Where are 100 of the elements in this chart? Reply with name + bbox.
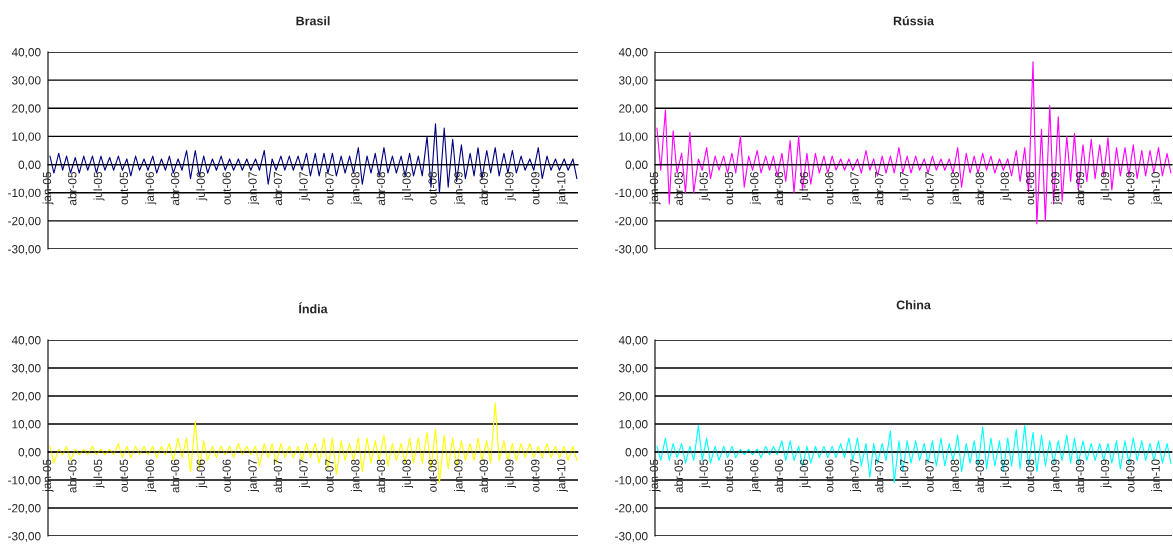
y-tick-label: 30,00 [618, 364, 648, 374]
x-tick-label: abr-06 [774, 459, 784, 493]
x-tick-label: abr-08 [376, 172, 386, 206]
y-tick-label: -20,00 [8, 216, 41, 227]
x-tick-label: abr-09 [479, 172, 488, 206]
x-tick-label: abr-07 [874, 459, 884, 493]
x-tick-label: abr-05 [67, 172, 77, 206]
y-tick-label: 10,00 [619, 132, 648, 143]
x-tick-label: jan-05 [649, 459, 661, 493]
x-tick-label: jan-10 [556, 171, 568, 205]
y-tick-label: -30,00 [8, 532, 41, 542]
y-tick-label: 20,00 [12, 392, 41, 402]
x-tick-label: abr-05 [67, 459, 77, 493]
x-tick-label: abr-06 [170, 459, 180, 493]
y-tick-label: 10,00 [12, 132, 41, 143]
chart-title: China [896, 300, 931, 310]
x-tick-label: jul-09 [1100, 172, 1112, 201]
y-tick-label: 10,00 [12, 420, 41, 430]
y-tick-label: 20,00 [619, 392, 648, 402]
y-tick-label: 30,00 [11, 76, 41, 86]
chart-title: Índia [299, 302, 328, 314]
x-tick-label: abr-06 [774, 172, 784, 206]
y-tick-label: -20,00 [615, 216, 648, 227]
x-tick-label: jul-06 [799, 172, 811, 201]
x-tick-label: jan-09 [1050, 172, 1062, 205]
x-tick-label: out-08 [428, 172, 437, 205]
y-tick-label: -10,00 [8, 476, 41, 486]
x-tick-label: jul-07 [299, 172, 311, 201]
x-tick-label: jan-06 [145, 172, 157, 205]
x-tick-label: jan-06 [749, 459, 761, 493]
x-tick-label: abr-05 [674, 172, 683, 206]
x-tick-label: jan-10 [1151, 171, 1163, 205]
x-tick-label: abr-09 [1075, 172, 1085, 206]
x-tick-label: out-08 [428, 459, 437, 492]
x-tick-label: jan-09 [1050, 459, 1062, 493]
x-tick-label: abr-07 [273, 459, 283, 493]
y-tick-label: 10,00 [619, 420, 648, 430]
x-tick-label: jul-05 [699, 172, 711, 201]
chart-title: Rússia [893, 16, 935, 26]
x-tick-label: out-09 [1126, 459, 1135, 492]
y-tick-label: 0,00 [625, 160, 648, 171]
x-tick-label: abr-07 [273, 172, 283, 206]
x-tick-label: out-07 [325, 172, 334, 205]
x-tick-label: jan-07 [248, 172, 260, 205]
x-tick-label: jan-05 [649, 172, 661, 205]
x-tick-label: jan-06 [145, 459, 157, 493]
x-tick-label: out-05 [119, 172, 129, 205]
x-tick-label: abr-08 [376, 459, 386, 493]
x-tick-label: jul-08 [402, 172, 414, 201]
x-tick-label: jan-10 [556, 459, 568, 493]
x-tick-label: jan-07 [248, 459, 260, 493]
x-tick-label: jul-09 [504, 172, 516, 201]
x-tick-label: jan-08 [350, 172, 362, 205]
x-tick-label: out-08 [1025, 172, 1035, 205]
x-tick-label: out-07 [925, 172, 934, 205]
x-tick-label: jul-06 [196, 172, 208, 201]
y-tick-label: 30,00 [618, 76, 648, 86]
x-tick-label: jan-08 [950, 459, 962, 493]
x-tick-label: out-09 [531, 172, 540, 205]
x-tick-label: out-09 [531, 459, 540, 492]
y-tick-label: -10,00 [615, 188, 648, 199]
y-tick-label: -30,00 [8, 245, 41, 255]
x-tick-label: abr-08 [975, 459, 984, 493]
y-tick-label: -10,00 [8, 188, 41, 199]
x-tick-label: jul-05 [93, 172, 105, 201]
y-tick-label: 40,00 [618, 336, 648, 346]
x-tick-label: jul-07 [899, 172, 911, 201]
x-tick-label: out-07 [925, 459, 934, 492]
x-tick-label: out-05 [724, 459, 734, 492]
x-tick-label: out-09 [1126, 172, 1135, 205]
y-tick-label: 30,00 [11, 364, 41, 374]
x-tick-label: out-06 [825, 172, 834, 205]
y-tick-label: 0,00 [18, 160, 41, 171]
x-tick-label: jan-05 [42, 172, 54, 205]
y-tick-label: -10,00 [615, 476, 648, 486]
x-tick-label: out-06 [222, 459, 231, 492]
x-tick-label: abr-07 [874, 172, 884, 206]
x-tick-label: abr-06 [170, 172, 180, 206]
y-tick-label: -20,00 [615, 504, 648, 514]
y-tick-label: -20,00 [8, 504, 41, 514]
x-tick-label: jan-08 [350, 459, 362, 493]
y-tick-label: 20,00 [619, 104, 648, 115]
x-tick-label: jan-10 [1151, 459, 1163, 493]
x-tick-label: jan-05 [42, 459, 54, 493]
y-tick-label: 0,00 [625, 448, 648, 458]
x-tick-label: jan-08 [950, 172, 962, 205]
y-tick-label: -30,00 [615, 245, 648, 255]
y-tick-label: 0,00 [18, 448, 41, 458]
x-tick-label: out-06 [222, 172, 231, 205]
x-tick-label: out-05 [119, 459, 129, 492]
x-tick-label: out-06 [825, 459, 834, 492]
x-tick-label: abr-09 [1075, 459, 1085, 493]
x-tick-label: jan-06 [749, 172, 761, 205]
y-tick-label: 40,00 [11, 48, 41, 58]
x-tick-label: out-05 [724, 172, 734, 205]
y-tick-label: 40,00 [618, 48, 648, 58]
y-tick-label: -30,00 [615, 532, 648, 542]
x-tick-label: abr-08 [975, 172, 984, 206]
chart-title: Brasil [296, 16, 330, 26]
x-tick-label: out-07 [325, 459, 334, 492]
